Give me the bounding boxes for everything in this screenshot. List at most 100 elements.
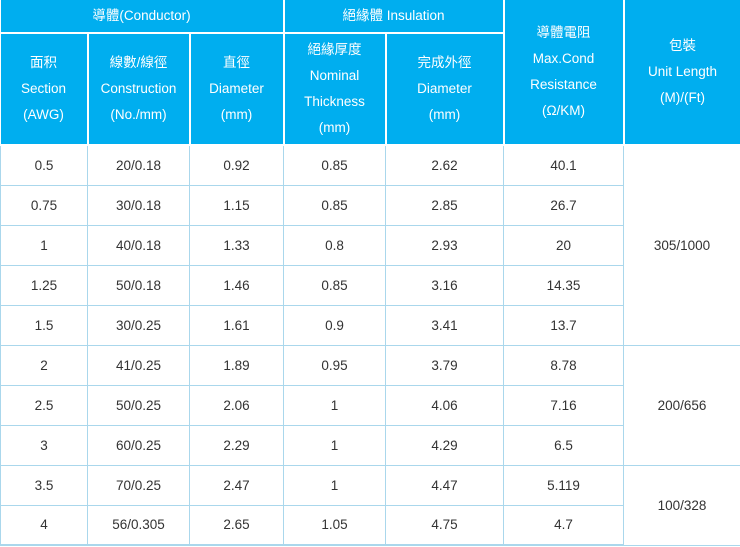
cell-section: 3.5: [0, 464, 88, 506]
header-line: Diameter: [417, 81, 472, 96]
cell-section: 2.5: [0, 384, 88, 426]
cell-section: 0.75: [0, 184, 88, 226]
cell-section: 4: [0, 504, 88, 546]
table-row: 0.5 20/0.18 0.92 0.85 2.62 40.1 305/1000: [0, 145, 740, 346]
cell-outer-diameter: 2.93: [384, 224, 505, 266]
table-row: 2 41/0.25 1.89 0.95 3.79 8.78 200/656: [0, 344, 740, 466]
cell-unit-length: 200/656: [623, 344, 740, 466]
cell-diameter: 1.89: [189, 344, 284, 386]
header-line: (M)/(Ft): [660, 90, 705, 105]
header-diameter: 直徑 Diameter (mm): [188, 32, 285, 146]
cell-resistance: 40.1: [503, 145, 625, 186]
table-row: 1 40/0.18 1.33 0.8 2.93 20: [0, 224, 740, 266]
header-resistance: 導體電阻 Max.Cond Resistance (Ω/KM): [502, 0, 625, 146]
cell-section: 0.5: [0, 145, 88, 186]
header-line: 導體電阻: [536, 25, 591, 40]
header-line: (mm): [318, 120, 351, 135]
cell-thickness: 1: [283, 424, 386, 466]
cell-thickness: 1: [283, 384, 386, 426]
cell-diameter: 2.29: [189, 424, 284, 466]
cell-resistance: 20: [503, 224, 625, 266]
header-line: Diameter: [209, 81, 264, 96]
table-row: 0.75 30/0.18 1.15 0.85 2.85 26.7: [0, 184, 740, 226]
cell-construction: 30/0.25: [87, 304, 190, 346]
cell-construction: 56/0.305: [87, 504, 190, 546]
cell-diameter: 1.33: [189, 224, 284, 266]
cell-outer-diameter: 3.79: [384, 344, 505, 386]
header-construction: 線數/線徑 Construction (No./mm): [86, 32, 191, 146]
header-line: Thickness: [304, 94, 365, 109]
cell-diameter: 0.92: [189, 145, 284, 186]
cell-construction: 41/0.25: [87, 344, 190, 386]
cell-resistance: 8.78: [503, 344, 625, 386]
header-line: (AWG): [23, 107, 64, 122]
header-line: Section: [20, 81, 67, 96]
cell-thickness: 1.05: [283, 504, 386, 546]
cell-outer-diameter: 3.41: [384, 304, 505, 346]
cell-construction: 20/0.18: [87, 145, 190, 186]
cell-outer-diameter: 2.62: [384, 145, 505, 186]
header-line: 線數/線徑: [109, 55, 168, 70]
cell-diameter: 2.65: [189, 504, 284, 546]
cell-thickness: 0.85: [283, 184, 386, 226]
header-line: 絕緣體 Insulation: [342, 8, 445, 23]
header-line: Nominal: [309, 68, 360, 83]
cell-outer-diameter: 4.06: [384, 384, 505, 426]
header-conductor-group: 導體(Conductor): [0, 0, 285, 34]
cell-section: 3: [0, 424, 88, 466]
header-line: Max.Cond: [532, 51, 595, 66]
header-unit-length: 包裝 Unit Length (M)/(Ft): [622, 0, 740, 146]
cell-thickness: 0.95: [283, 344, 386, 386]
cell-construction: 50/0.25: [87, 384, 190, 426]
table-body: 0.5 20/0.18 0.92 0.85 2.62 40.1 305/1000…: [0, 145, 740, 546]
cell-resistance: 13.7: [503, 304, 625, 346]
header-line: 絕緣厚度: [307, 42, 362, 57]
header-line: (No./mm): [110, 107, 167, 122]
cell-section: 1.5: [0, 304, 88, 346]
cell-construction: 40/0.18: [87, 224, 190, 266]
header-section: 面积 Section (AWG): [0, 32, 89, 146]
header-line: 包裝: [669, 38, 697, 53]
cell-outer-diameter: 4.29: [384, 424, 505, 466]
cell-thickness: 0.9: [283, 304, 386, 346]
cell-diameter: 1.46: [189, 264, 284, 306]
header-line: 面积: [30, 55, 57, 70]
header-insulation-group: 絕緣體 Insulation: [282, 0, 505, 34]
table-row: 3 60/0.25 2.29 1 4.29 6.5: [0, 424, 740, 466]
cell-thickness: 0.85: [283, 264, 386, 306]
cell-outer-diameter: 3.16: [384, 264, 505, 306]
cell-section: 1: [0, 224, 88, 266]
cell-section: 2: [0, 344, 88, 386]
cell-diameter: 2.06: [189, 384, 284, 426]
table-row: 3.5 70/0.25 2.47 1 4.47 5.119 100/328: [0, 464, 740, 546]
header-line: Construction: [100, 81, 177, 96]
header-line: 導體(Conductor): [92, 8, 191, 23]
header-outer-diameter: 完成外徑 Diameter (mm): [384, 32, 505, 146]
header-line: 完成外徑: [417, 55, 472, 70]
cell-construction: 30/0.18: [87, 184, 190, 226]
table-row: 2.5 50/0.25 2.06 1 4.06 7.16: [0, 384, 740, 426]
cell-resistance: 26.7: [503, 184, 625, 226]
cell-unit-length: 305/1000: [623, 145, 740, 346]
cell-outer-diameter: 4.47: [384, 464, 505, 506]
cell-diameter: 2.47: [189, 464, 284, 506]
cell-resistance: 7.16: [503, 384, 625, 426]
header-sub-row: 面积 Section (AWG) 線數/線徑 Construction (No.…: [0, 32, 740, 146]
cell-resistance: 4.7: [503, 504, 625, 546]
header-line: Resistance: [530, 77, 597, 92]
header-line: (mm): [428, 107, 461, 122]
table-header: 導體(Conductor) 絕緣體 Insulation 導體電阻 Max.Co…: [0, 0, 740, 146]
header-line: (mm): [220, 107, 253, 122]
cell-diameter: 1.61: [189, 304, 284, 346]
header-group-row: 導體(Conductor) 絕緣體 Insulation 導體電阻 Max.Co…: [0, 0, 740, 146]
cell-thickness: 1: [283, 464, 386, 506]
cell-unit-length: 100/328: [623, 464, 740, 546]
header-line: Unit Length: [647, 64, 718, 79]
header-line: 直徑: [223, 55, 250, 70]
cell-construction: 70/0.25: [87, 464, 190, 506]
cell-thickness: 0.85: [283, 145, 386, 186]
cell-section: 1.25: [0, 264, 88, 306]
table-row: 1.25 50/0.18 1.46 0.85 3.16 14.35: [0, 264, 740, 306]
cell-resistance: 5.119: [503, 464, 625, 506]
